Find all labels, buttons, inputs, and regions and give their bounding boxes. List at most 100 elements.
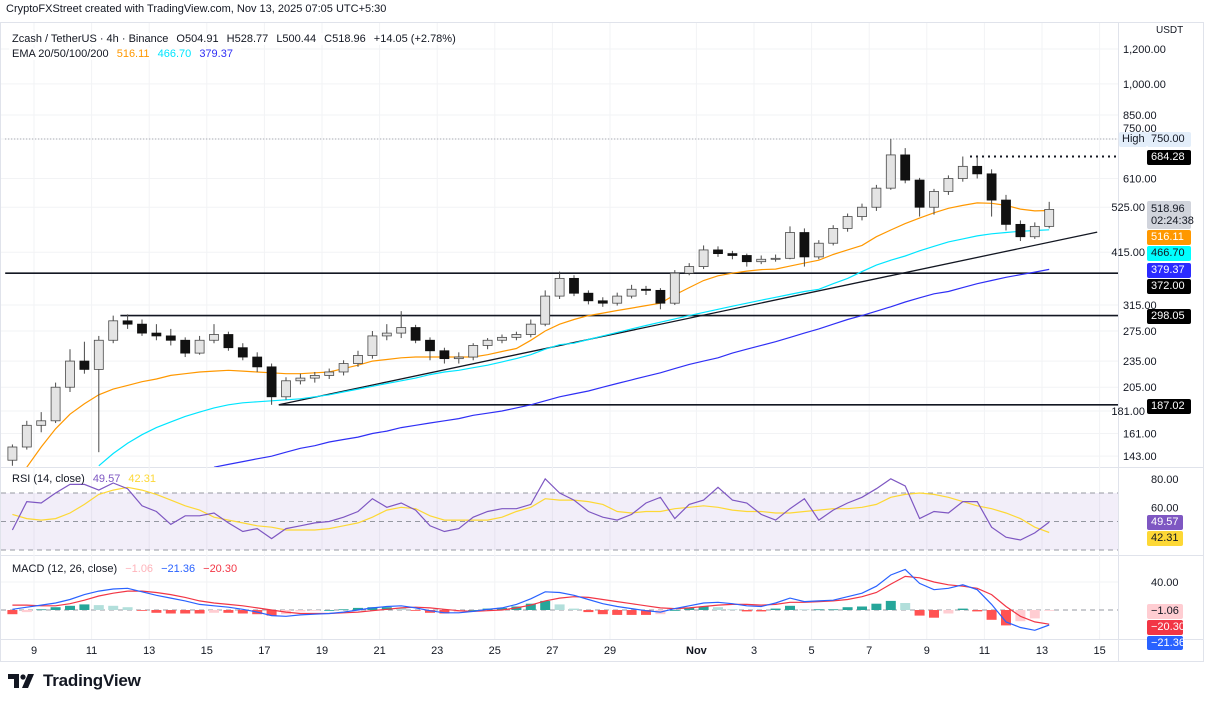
candle-down: [151, 332, 162, 337]
candle-up: [65, 360, 75, 388]
macd-histogram-bar: [525, 603, 536, 610]
macd-histogram-bar: [756, 610, 767, 612]
time-axis-label: 21: [373, 645, 385, 657]
candle-up: [785, 232, 795, 259]
ema20-line: [26, 202, 1050, 467]
candle-up: [525, 323, 536, 335]
macd-histogram-bar: [93, 605, 104, 610]
rsi-axis-label: 60.00: [1151, 502, 1179, 514]
time-axis-label: 15: [1093, 645, 1105, 657]
macd-histogram-bar: [713, 607, 723, 610]
macd-histogram-bar: [669, 610, 680, 611]
candle-up: [929, 191, 939, 208]
price-axis-label: 610.00: [1123, 174, 1157, 186]
candle-down: [237, 347, 248, 358]
candle-up: [1029, 225, 1040, 238]
candle-up: [684, 266, 695, 274]
ema-label[interactable]: EMA 20/50/100/200: [12, 48, 109, 60]
candle-up: [338, 363, 349, 373]
time-axis-label: 13: [1036, 645, 1048, 657]
macd-histogram-bar: [885, 600, 896, 610]
ema200-value: 379.37: [199, 48, 233, 60]
candle-down: [252, 356, 263, 368]
macd-histogram-bar: [309, 610, 320, 611]
macd-histogram-bar: [1044, 610, 1055, 611]
candle-up: [482, 339, 493, 346]
candle-up: [943, 178, 954, 192]
price-axis-label: 415.00: [1111, 247, 1145, 259]
macd-histogram-bar: [367, 607, 378, 610]
macd-axis-label: 40.00: [1151, 577, 1179, 589]
last-price-badge: 518.96 02:24:38: [1147, 201, 1194, 229]
macd-label[interactable]: MACD (12, 26, close): [12, 563, 118, 575]
price-axis-label: 235.00: [1123, 356, 1157, 368]
candle-up: [612, 295, 623, 304]
candle-down: [165, 335, 176, 341]
candle-up: [813, 242, 824, 258]
candle-up: [626, 288, 637, 297]
candle-up: [756, 258, 767, 263]
tradingview-logo-text: TradingView: [43, 671, 141, 690]
candle-up: [511, 334, 522, 338]
candle-down: [425, 339, 435, 352]
chart-credit: CryptoFXStreet created with TradingView.…: [6, 3, 387, 15]
price-axis-label: 275.00: [1123, 326, 1157, 338]
candle-down: [641, 288, 651, 291]
rsi-label[interactable]: RSI (14, close): [12, 473, 85, 485]
macd-histogram-bar: [468, 610, 479, 611]
time-axis-label: 9: [31, 645, 37, 657]
macd-histogram-bar: [785, 605, 795, 610]
rsi-legend[interactable]: RSI (14, close) 49.57 42.31: [9, 473, 164, 485]
time-axis-label: 25: [489, 645, 501, 657]
macd-histogram-bar: [425, 610, 435, 613]
macd-hist-value: −1.06: [125, 563, 154, 575]
macd-histogram-bar: [237, 610, 248, 614]
macd-histogram-bar: [79, 604, 90, 610]
candle-up: [453, 356, 464, 360]
candle-up: [309, 375, 320, 379]
ema20-value: 516.11: [116, 48, 150, 60]
candle-up: [36, 420, 47, 426]
rsi-ma-value: 42.31: [128, 473, 156, 485]
candle-down: [137, 323, 147, 334]
time-axis-label: 19: [316, 645, 328, 657]
level-298-badge: 298.05: [1147, 309, 1191, 324]
macd-histogram-bar: [194, 610, 205, 614]
symbol-legend[interactable]: Zcash / TetherUS · 4h · Binance O504.91 …: [9, 33, 464, 45]
macd-histogram-bar: [972, 610, 983, 612]
macd-histogram-bar: [353, 607, 363, 610]
rsi-pane[interactable]: [1, 477, 1118, 551]
ohlc-open: O504.91: [176, 33, 219, 45]
tradingview-logo[interactable]: TradingView: [8, 671, 141, 691]
candle-up: [885, 154, 896, 189]
candle-down: [583, 292, 594, 302]
macd-histogram-bar: [137, 610, 147, 611]
time-axis-label: 9: [924, 645, 930, 657]
time-axis-label: 3: [751, 645, 757, 657]
ema-legend[interactable]: EMA 20/50/100/200 516.11 466.70 379.37: [9, 48, 241, 60]
candle-up: [21, 424, 32, 448]
candle-down: [713, 249, 723, 255]
macd-histogram-bar: [828, 609, 839, 611]
candle-up: [108, 320, 119, 341]
macd-histogram-bar: [21, 610, 32, 613]
candle-up: [842, 216, 853, 229]
macd-histogram-bar: [929, 610, 939, 618]
candle-up: [957, 165, 968, 179]
macd-pane[interactable]: [1, 568, 1118, 631]
candle-down: [223, 334, 234, 349]
high-label-badge: High: [1119, 132, 1147, 147]
macd-signal-value: −20.30: [203, 563, 238, 575]
ohlc-change: +14.05 (+2.78%): [373, 33, 456, 45]
macd-legend[interactable]: MACD (12, 26, close) −1.06 −21.36 −20.30: [9, 563, 245, 575]
macd-histogram-bar: [612, 610, 623, 615]
candle-down: [914, 179, 925, 208]
price-pane[interactable]: [5, 138, 1118, 467]
macd-signal-line: [12, 575, 1050, 625]
macd-histogram-bar: [842, 607, 853, 610]
candle-up: [353, 355, 363, 364]
symbol-title[interactable]: Zcash / TetherUS · 4h · Binance: [12, 33, 169, 45]
chart-frame: [0, 22, 1204, 662]
axes: 9 11 13 15 17 19 21 23 25 27 29 Nov 3 5 7 9 11 13 15 1,200.…: [31, 44, 1179, 657]
